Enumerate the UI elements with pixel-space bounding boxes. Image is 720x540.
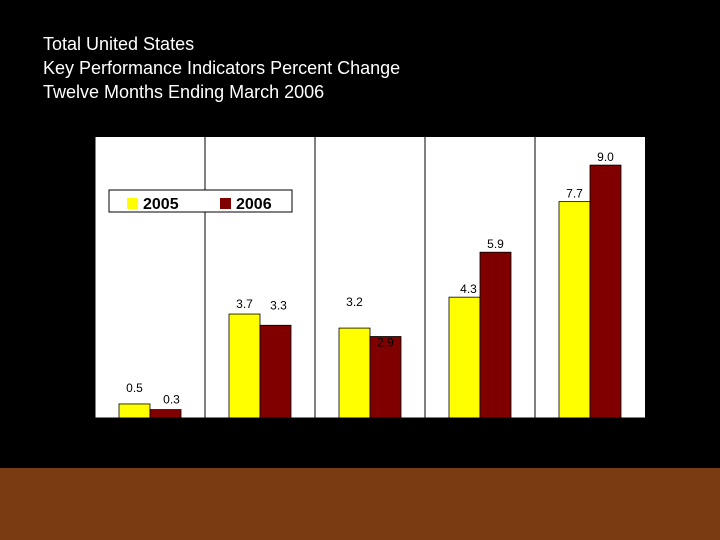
legend: 2005 2006 bbox=[108, 189, 293, 213]
chart-title: Total United States Key Performance Indi… bbox=[43, 32, 400, 104]
title-line-3: Twelve Months Ending March 2006 bbox=[43, 82, 325, 102]
bar-supply-2006 bbox=[149, 409, 182, 419]
x-tick-label: Supply bbox=[127, 431, 174, 447]
x-tick-label: ADR bbox=[465, 431, 495, 447]
y-tick-label: 5 bbox=[71, 271, 80, 288]
bar-adr-2005 bbox=[448, 296, 481, 419]
legend-box bbox=[108, 189, 293, 213]
title-line-2: Key Performance Indicators Percent Chang… bbox=[43, 58, 401, 78]
data-label: 3.3 bbox=[270, 298, 287, 312]
y-tick-label: 0 bbox=[71, 411, 80, 428]
bar-demand-2006 bbox=[259, 324, 292, 419]
data-label: 2.9 bbox=[377, 336, 394, 350]
data-label: 0.3 bbox=[163, 393, 180, 407]
data-label: 4.3 bbox=[460, 282, 477, 296]
bar-supply-2005 bbox=[118, 403, 151, 419]
y-tick-label: 10 bbox=[62, 130, 80, 147]
data-labels: 0.5 0.3 3.7 3.3 3.2 2.9 4.3 5.9 7.7 9.0 bbox=[126, 150, 614, 406]
bar-occupancy-2005 bbox=[338, 327, 371, 419]
grid-lines bbox=[204, 137, 536, 418]
x-tick-label: Rev.PAR bbox=[561, 431, 618, 447]
data-label: 9.0 bbox=[597, 150, 614, 164]
data-label: 3.7 bbox=[236, 297, 253, 311]
legend-label-2005: 2005 bbox=[143, 196, 179, 213]
bar-revpar-2005 bbox=[558, 201, 591, 419]
footer-band bbox=[0, 468, 720, 540]
legend-label-2006: 2006 bbox=[236, 196, 272, 213]
axes: 0 5 10 Supply Demand Occupancy ADR Rev.PAR bbox=[62, 130, 645, 447]
bar-revpar-2006 bbox=[589, 164, 622, 419]
data-label: 5.9 bbox=[487, 237, 504, 251]
data-label: 0.5 bbox=[126, 381, 143, 395]
x-tick-label: Occupancy bbox=[332, 431, 408, 447]
legend-swatch-2006 bbox=[220, 198, 231, 209]
bar-occupancy-2006 bbox=[369, 336, 402, 419]
title-line-1: Total United States bbox=[43, 34, 195, 54]
bar-adr-2006 bbox=[479, 251, 512, 419]
legend-swatch-2005 bbox=[127, 198, 138, 209]
data-label: 3.2 bbox=[346, 295, 363, 309]
x-tick-label: Demand bbox=[232, 431, 287, 447]
bar-demand-2005 bbox=[228, 313, 261, 419]
data-label: 7.7 bbox=[566, 187, 583, 201]
bars bbox=[118, 164, 622, 419]
